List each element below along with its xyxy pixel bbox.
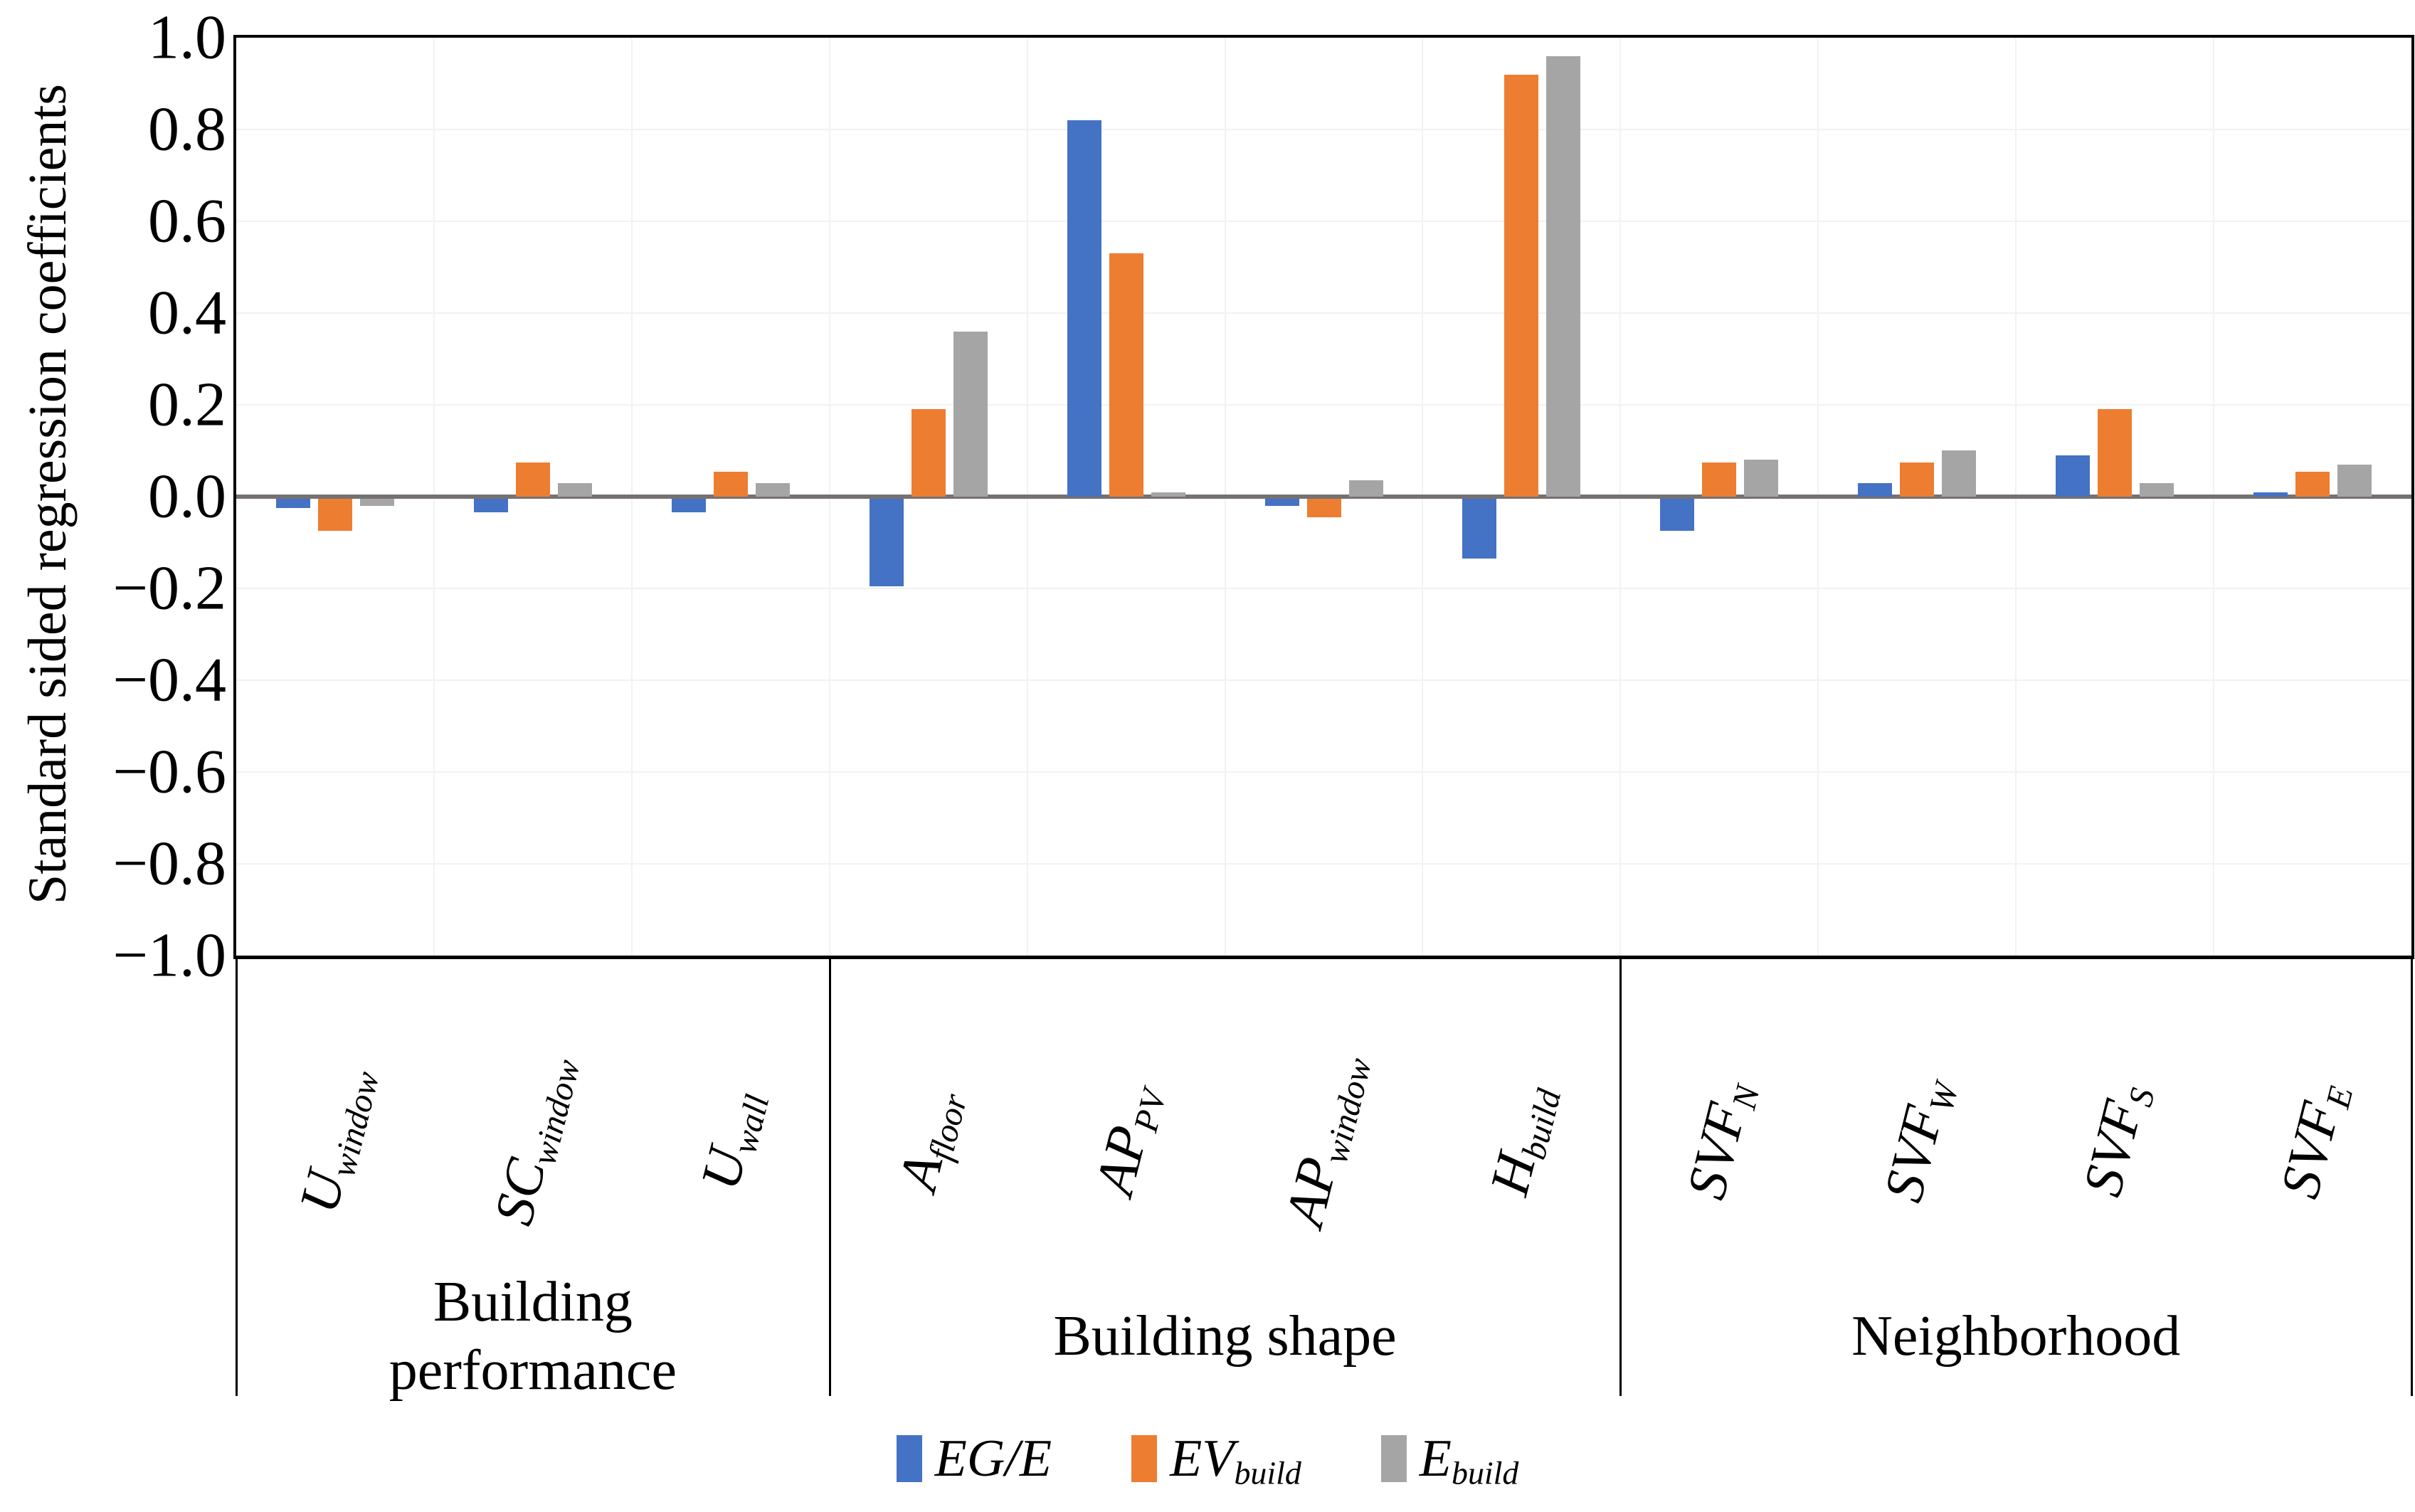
category-label-subscript: window [524, 1055, 588, 1169]
bar-EGE-cat0 [276, 499, 310, 508]
h-gridline [236, 771, 2411, 773]
y-tick-label: 0.2 [148, 370, 226, 440]
bar-Ebuild-cat9 [2140, 483, 2174, 497]
bar-Ebuild-cat3 [953, 332, 988, 497]
bar-Ebuild-cat5 [1349, 480, 1383, 497]
category-label: Hbuild [1477, 1085, 1569, 1201]
bar-Ebuild-cat7 [1744, 460, 1778, 497]
y-tick-label: 0.4 [148, 278, 226, 348]
bar-EVbuild-cat0 [318, 499, 352, 531]
section-divider [2411, 956, 2413, 1396]
bar-EVbuild-cat2 [714, 472, 748, 497]
legend-label: EG/E [934, 1429, 1052, 1488]
bar-EGE-cat8 [1858, 483, 1892, 497]
y-tick-label: 0.0 [148, 462, 226, 532]
h-gridline [236, 863, 2411, 865]
legend-item-EVbuild: EVbuild [1131, 1429, 1301, 1489]
bar-EVbuild-cat5 [1307, 499, 1341, 517]
category-label: SCwindow [481, 1055, 588, 1231]
bar-EVbuild-cat4 [1109, 253, 1143, 497]
category-label-subscript: window [1316, 1054, 1379, 1168]
section-label: Building performance [389, 1271, 677, 1402]
h-gridline [236, 404, 2411, 406]
category-label-subscript: E [2318, 1082, 2361, 1113]
category-label-subscript: window [324, 1067, 387, 1181]
y-tick-label: 0.8 [148, 95, 226, 164]
legend-swatch [1131, 1435, 1158, 1482]
category-label-subscript: floor [921, 1090, 975, 1165]
bar-EGE-cat2 [672, 499, 706, 512]
y-tick-label: −0.6 [112, 737, 226, 807]
category-axis-area: Uwindow SCwindow Uwall Afloor APPV APwindow Hb… [0, 956, 2415, 1402]
y-axis-title-wrap: Standard sided regression coefficients [6, 35, 91, 953]
legend-swatch [896, 1435, 922, 1482]
bar-Ebuild-cat6 [1546, 56, 1580, 497]
category-label-subscript: PV [1126, 1086, 1173, 1136]
category-label-subscript: S [2121, 1084, 2162, 1111]
category-label: Uwindow [287, 1067, 387, 1219]
bar-EGE-cat4 [1067, 120, 1101, 497]
bar-Ebuild-cat2 [756, 483, 790, 497]
legend-label-subscript: build [1234, 1454, 1301, 1491]
bar-Ebuild-cat0 [360, 499, 394, 506]
bar-EVbuild-cat6 [1504, 75, 1538, 497]
category-label-subscript: wall [725, 1091, 777, 1158]
bar-EVbuild-cat3 [911, 409, 946, 497]
bar-EGE-cat5 [1265, 499, 1299, 506]
legend-label: Ebuild [1419, 1429, 1519, 1491]
bar-EGE-cat7 [1660, 499, 1694, 531]
plot-area [233, 35, 2414, 959]
h-gridline [236, 588, 2411, 589]
bar-Ebuild-cat8 [1942, 450, 1976, 497]
y-tick-label: −0.8 [112, 829, 226, 899]
category-label: SVFE [2268, 1082, 2361, 1204]
bar-EVbuild-cat1 [516, 462, 550, 497]
legend: EG/E EVbuild Ebuild [0, 1412, 2415, 1505]
bar-EVbuild-cat9 [2098, 409, 2132, 497]
section-label: Neighborhood [1851, 1305, 2181, 1368]
h-gridline [236, 312, 2411, 314]
legend-item-EGE: EG/E [896, 1429, 1052, 1489]
section-divider [1619, 956, 1622, 1396]
zero-line [236, 495, 2411, 499]
h-gridline [236, 221, 2411, 222]
h-gridline [236, 680, 2411, 681]
category-label: SVFN [1674, 1082, 1768, 1205]
legend-item-Ebuild: Ebuild [1380, 1429, 1519, 1491]
y-tick-label: −0.4 [112, 645, 226, 715]
bar-Ebuild-cat4 [1151, 492, 1185, 497]
section-divider [829, 956, 831, 1396]
legend-label: EVbuild [1170, 1429, 1301, 1491]
y-tick-label: −1.0 [112, 921, 226, 990]
category-label: APwindow [1272, 1054, 1379, 1232]
y-tick-label: 1.0 [148, 3, 226, 73]
category-label: Uwall [688, 1091, 777, 1196]
bar-EGE-cat6 [1462, 499, 1496, 559]
bar-Ebuild-cat1 [558, 483, 592, 497]
bar-Ebuild-cat10 [2337, 465, 2372, 497]
category-label: APPV [1082, 1086, 1173, 1201]
category-label: Afloor [885, 1090, 975, 1197]
y-tick-label: −0.2 [112, 554, 226, 623]
section-divider [236, 956, 238, 1396]
legend-swatch [1380, 1435, 1407, 1482]
category-label: SVFS [2071, 1084, 2162, 1202]
legend-label-subscript: build [1452, 1454, 1519, 1491]
bar-EGE-cat10 [2253, 492, 2288, 497]
category-label-subscript: N [1725, 1082, 1768, 1114]
section-label: Building shape [1053, 1305, 1397, 1368]
h-gridline [236, 129, 2411, 130]
category-label-subscript: build [1515, 1085, 1569, 1163]
bar-EGE-cat3 [870, 499, 904, 586]
category-label-subscript: W [1922, 1079, 1966, 1116]
y-axis-title: Standard sided regression coefficients [18, 83, 78, 904]
bar-EVbuild-cat8 [1900, 462, 1934, 497]
category-label: SVFW [1871, 1079, 1966, 1208]
bar-EVbuild-cat7 [1702, 462, 1736, 497]
bar-EVbuild-cat10 [2295, 472, 2330, 497]
bar-EGE-cat1 [474, 499, 508, 512]
y-tick-label: 0.6 [148, 186, 226, 256]
bar-EGE-cat9 [2056, 455, 2090, 497]
